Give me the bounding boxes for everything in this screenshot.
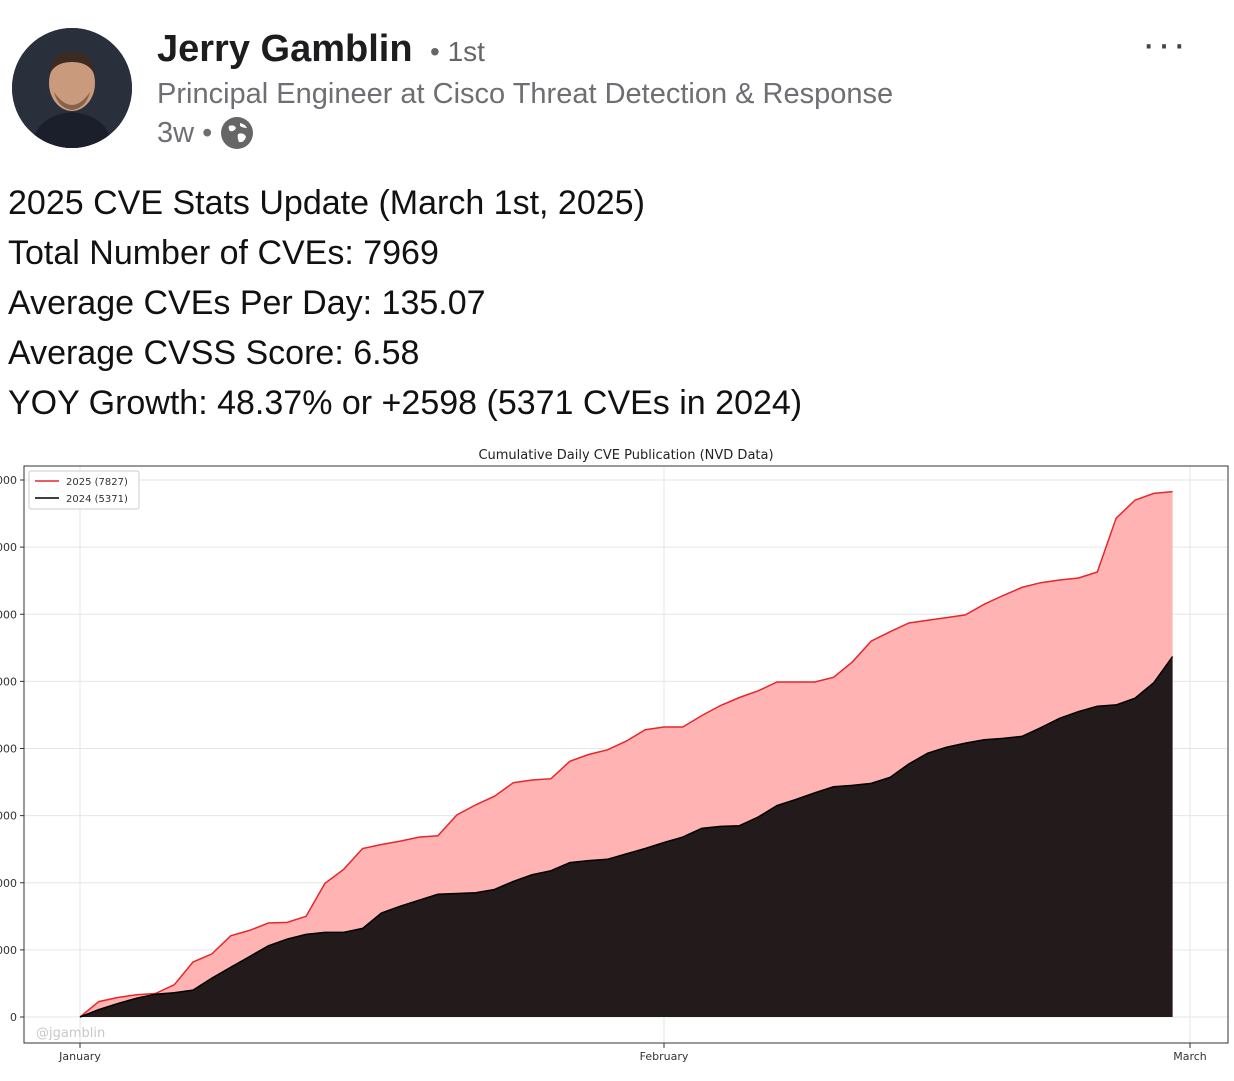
post-line: Average CVSS Score: 6.58 (8, 334, 420, 372)
post-body: 2025 CVE Stats Update (March 1st, 2025) … (8, 178, 802, 428)
series-line-0 (79, 490, 1173, 1018)
post-line: Total Number of CVEs: 7969 (8, 234, 439, 272)
y-tick-label: 0 (10, 1011, 17, 1024)
x-tick-label: February (640, 1050, 689, 1063)
post-line: YOY Growth: 48.37% or +2598 (5371 CVEs i… (8, 384, 803, 422)
avatar-portrait (12, 28, 132, 148)
plot-frame (23, 465, 1229, 1044)
chart-watermark: @jgamblin (36, 1026, 105, 1041)
chart-legend: 2025 (7827) 2024 (5371) (28, 470, 140, 510)
author-name[interactable]: Jerry Gamblin (157, 28, 413, 70)
series-line-1 (79, 656, 1174, 1018)
x-tick-label: January (58, 1050, 101, 1063)
legend-label: 2025 (7827) (66, 477, 128, 488)
post-line: 2025 CVE Stats Update (March 1st, 2025) (8, 184, 645, 222)
author-headline: Principal Engineer at Cisco Threat Detec… (157, 78, 894, 110)
chart-lines (79, 490, 1174, 1018)
y-tick-label: 5000 (0, 675, 17, 688)
cve-chart: Cumulative Daily CVE Publication (NVD Da… (0, 448, 1229, 1063)
chart-areas (80, 491, 1173, 1018)
more-options-icon[interactable]: ··· (1142, 22, 1188, 66)
x-axis: January February March (58, 1043, 1207, 1063)
globe-icon (221, 117, 254, 149)
x-tick-label: March (1173, 1050, 1207, 1063)
y-tick-label: 8000 (0, 474, 17, 487)
post-line: Average CVEs Per Day: 135.07 (8, 284, 486, 322)
y-tick-label: 6000 (0, 608, 17, 621)
connection-degree: • 1st (430, 36, 485, 67)
y-tick-label: 3000 (0, 810, 17, 823)
chart-image[interactable]: Cumulative Daily CVE Publication (NVD Da… (0, 440, 1234, 1076)
separator-dot: • (202, 116, 213, 149)
y-tick-label: 7000 (0, 541, 17, 554)
avatar[interactable] (12, 28, 132, 148)
y-tick-label: 2000 (0, 877, 17, 890)
y-tick-label: 1000 (0, 944, 17, 957)
legend-label: 2024 (5371) (66, 494, 128, 505)
series-area-1 (80, 656, 1173, 1017)
chart-title: Cumulative Daily CVE Publication (NVD Da… (478, 448, 773, 463)
post-meta: 3w • (157, 116, 254, 150)
y-axis: 0 1000 2000 3000 4000 5000 6000 7000 8000 (0, 474, 24, 1024)
post-age: 3w (157, 116, 195, 149)
y-tick-label: 4000 (0, 743, 17, 756)
